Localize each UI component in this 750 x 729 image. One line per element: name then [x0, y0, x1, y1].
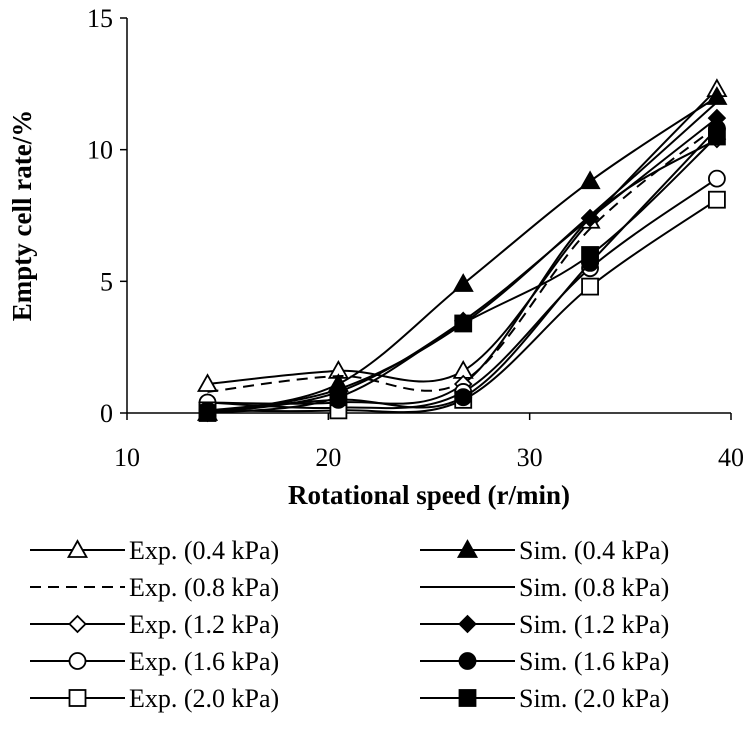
x-tick-label: 30 — [517, 443, 543, 472]
series-9-point — [454, 388, 473, 407]
legend-marker — [66, 539, 89, 558]
series-5-point — [708, 190, 726, 209]
series-10-point — [454, 314, 473, 333]
series-line-1 — [207, 88, 718, 385]
legend-label: Sim. (0.8 kPa) — [519, 573, 669, 602]
series-line-9 — [207, 127, 718, 412]
series-6-point — [706, 86, 728, 105]
y-axis-title: Empty cell rate/% — [7, 110, 37, 321]
y-tick-label: 15 — [87, 4, 113, 33]
legend-marker — [68, 689, 87, 707]
y-tick-label: 0 — [100, 399, 113, 428]
legend-marker — [456, 539, 479, 558]
legend-label: Exp. (1.6 kPa) — [129, 647, 279, 676]
legend-label: Sim. (2.0 kPa) — [519, 684, 669, 713]
legend-label: Sim. (1.6 kPa) — [519, 647, 669, 676]
legend-label: Exp. (0.4 kPa) — [129, 536, 279, 565]
series-4-point — [708, 169, 726, 188]
y-tick-label: 10 — [87, 136, 113, 165]
x-tick-label: 10 — [114, 443, 140, 472]
series-6-point — [452, 273, 474, 292]
y-tick-label: 5 — [100, 267, 113, 296]
legend-marker — [68, 652, 87, 670]
series-8-point — [580, 208, 600, 228]
legend-marker — [458, 652, 477, 670]
legend-marker — [458, 614, 477, 634]
x-axis-title: Rotational speed (r/min) — [288, 480, 570, 510]
x-tick-label: 20 — [315, 443, 341, 472]
legend-marker — [68, 614, 87, 634]
series-10-point — [198, 404, 217, 422]
series-10-point — [708, 127, 726, 146]
legend-label: Exp. (2.0 kPa) — [129, 684, 279, 713]
x-tick-label: 40 — [718, 443, 744, 472]
plot-axes: 0 5 10 15 10 20 30 40 — [87, 4, 744, 472]
series-10-point — [329, 388, 348, 407]
legend-marker — [458, 689, 477, 707]
legend-label: Sim. (1.2 kPa) — [519, 610, 669, 639]
plot-series — [196, 78, 728, 423]
series-10-point — [581, 246, 599, 264]
legend: Exp. (0.4 kPa) Exp. (0.8 kPa) Exp. (1.2 kP… — [30, 536, 669, 713]
series-5-point — [581, 277, 599, 296]
legend-label: Exp. (1.2 kPa) — [129, 610, 279, 639]
legend-label: Sim. (0.4 kPa) — [519, 536, 669, 565]
legend-label: Exp. (0.8 kPa) — [129, 573, 279, 602]
series-6-point — [579, 170, 601, 190]
